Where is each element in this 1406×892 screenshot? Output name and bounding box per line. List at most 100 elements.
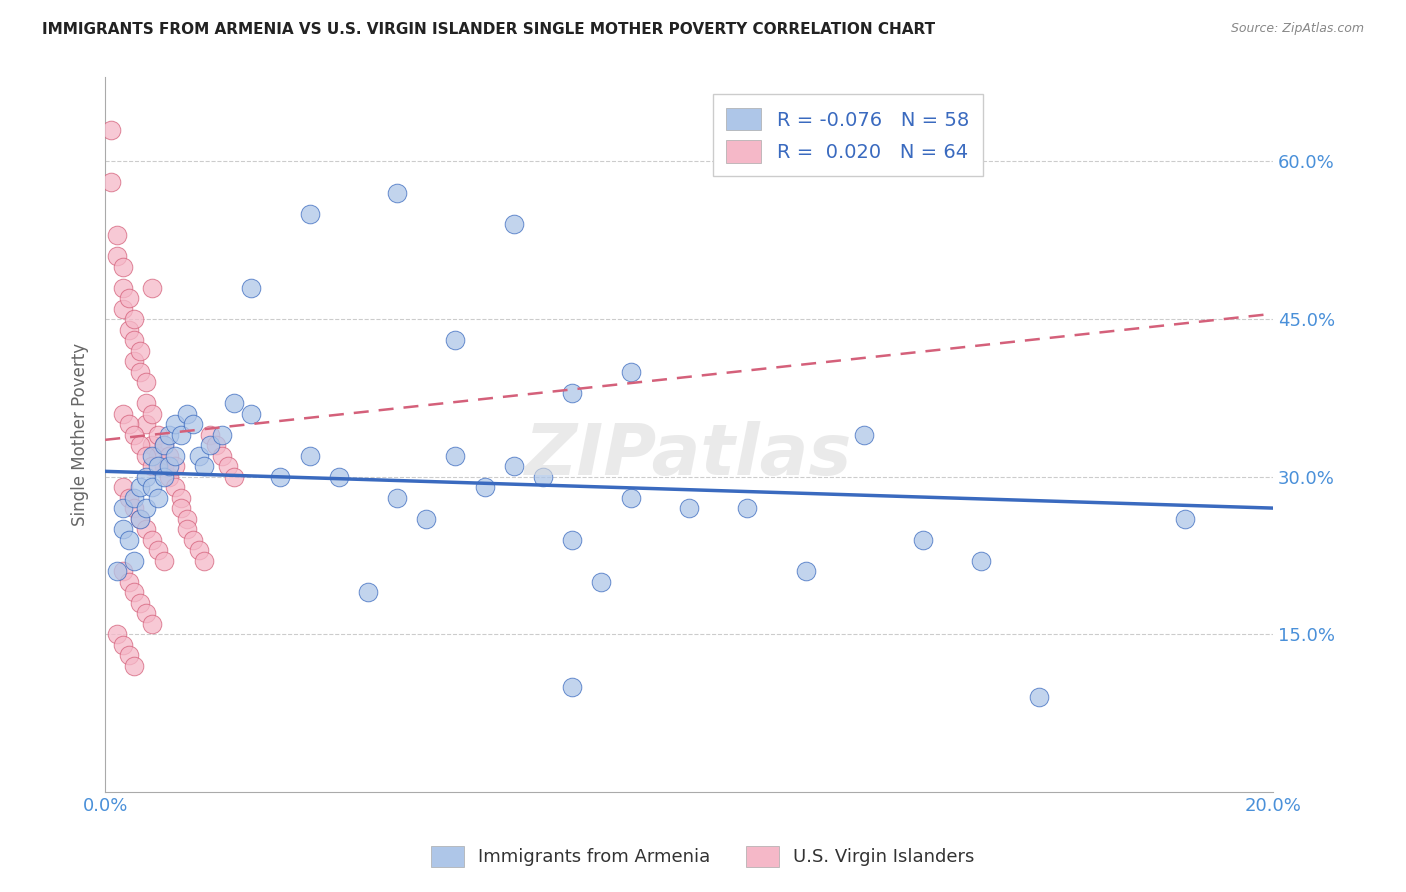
Point: [117, 533, 139, 547]
Point: [105, 249, 128, 263]
Point: [200, 427, 222, 442]
Point: [129, 511, 152, 525]
Point: [152, 459, 174, 474]
Point: [211, 427, 233, 442]
Point: [111, 522, 134, 536]
Point: [561, 680, 583, 694]
Point: [444, 449, 467, 463]
Point: [100, 123, 122, 137]
Point: [129, 343, 152, 358]
Point: [141, 280, 163, 294]
Point: [146, 543, 169, 558]
Point: [187, 543, 209, 558]
Point: [135, 417, 157, 431]
Point: [111, 501, 134, 516]
Point: [111, 280, 134, 294]
Point: [794, 564, 817, 578]
Point: [298, 449, 321, 463]
Point: [165, 480, 187, 494]
Point: [135, 375, 157, 389]
Point: [165, 449, 187, 463]
Point: [105, 227, 128, 242]
Point: [135, 501, 157, 516]
Point: [357, 585, 380, 599]
Point: [911, 533, 934, 547]
Point: [385, 186, 408, 200]
Point: [117, 417, 139, 431]
Point: [135, 396, 157, 410]
Point: [531, 469, 554, 483]
Point: [146, 491, 169, 505]
Point: [211, 449, 233, 463]
Point: [152, 469, 174, 483]
Point: [135, 469, 157, 483]
Point: [124, 427, 146, 442]
Point: [181, 417, 204, 431]
Point: [124, 312, 146, 326]
Point: [181, 533, 204, 547]
Point: [124, 333, 146, 347]
Point: [159, 449, 181, 463]
Point: [117, 574, 139, 589]
Point: [853, 427, 876, 442]
Point: [1028, 690, 1050, 705]
Point: [170, 501, 193, 516]
Point: [129, 511, 152, 525]
Point: [117, 291, 139, 305]
Legend: Immigrants from Armenia, U.S. Virgin Islanders: Immigrants from Armenia, U.S. Virgin Isl…: [425, 838, 981, 874]
Point: [111, 480, 134, 494]
Point: [444, 333, 467, 347]
Point: [385, 491, 408, 505]
Text: Source: ZipAtlas.com: Source: ZipAtlas.com: [1230, 22, 1364, 36]
Point: [117, 648, 139, 662]
Point: [141, 407, 163, 421]
Point: [141, 480, 163, 494]
Point: [135, 606, 157, 620]
Point: [135, 522, 157, 536]
Point: [240, 280, 263, 294]
Point: [124, 585, 146, 599]
Point: [111, 564, 134, 578]
Point: [141, 449, 163, 463]
Point: [200, 438, 222, 452]
Point: [135, 449, 157, 463]
Point: [117, 491, 139, 505]
Point: [269, 469, 291, 483]
Point: [217, 459, 239, 474]
Y-axis label: Single Mother Poverty: Single Mother Poverty: [72, 343, 89, 526]
Legend: R = -0.076   N = 58, R =  0.020   N = 64: R = -0.076 N = 58, R = 0.020 N = 64: [713, 95, 983, 176]
Point: [141, 616, 163, 631]
Point: [117, 322, 139, 336]
Point: [111, 638, 134, 652]
Point: [205, 438, 228, 452]
Point: [222, 469, 245, 483]
Point: [176, 407, 198, 421]
Point: [298, 207, 321, 221]
Point: [141, 438, 163, 452]
Point: [502, 459, 524, 474]
Point: [561, 533, 583, 547]
Point: [152, 553, 174, 567]
Point: [474, 480, 496, 494]
Point: [561, 385, 583, 400]
Point: [970, 553, 993, 567]
Point: [129, 438, 152, 452]
Point: [159, 459, 181, 474]
Point: [111, 301, 134, 316]
Point: [124, 491, 146, 505]
Point: [1174, 511, 1197, 525]
Point: [124, 354, 146, 368]
Point: [124, 501, 146, 516]
Point: [129, 365, 152, 379]
Point: [502, 218, 524, 232]
Point: [105, 564, 128, 578]
Point: [105, 627, 128, 641]
Point: [415, 511, 437, 525]
Point: [100, 176, 122, 190]
Point: [146, 427, 169, 442]
Point: [159, 427, 181, 442]
Point: [165, 459, 187, 474]
Point: [737, 501, 759, 516]
Point: [193, 459, 215, 474]
Text: IMMIGRANTS FROM ARMENIA VS U.S. VIRGIN ISLANDER SINGLE MOTHER POVERTY CORRELATIO: IMMIGRANTS FROM ARMENIA VS U.S. VIRGIN I…: [42, 22, 935, 37]
